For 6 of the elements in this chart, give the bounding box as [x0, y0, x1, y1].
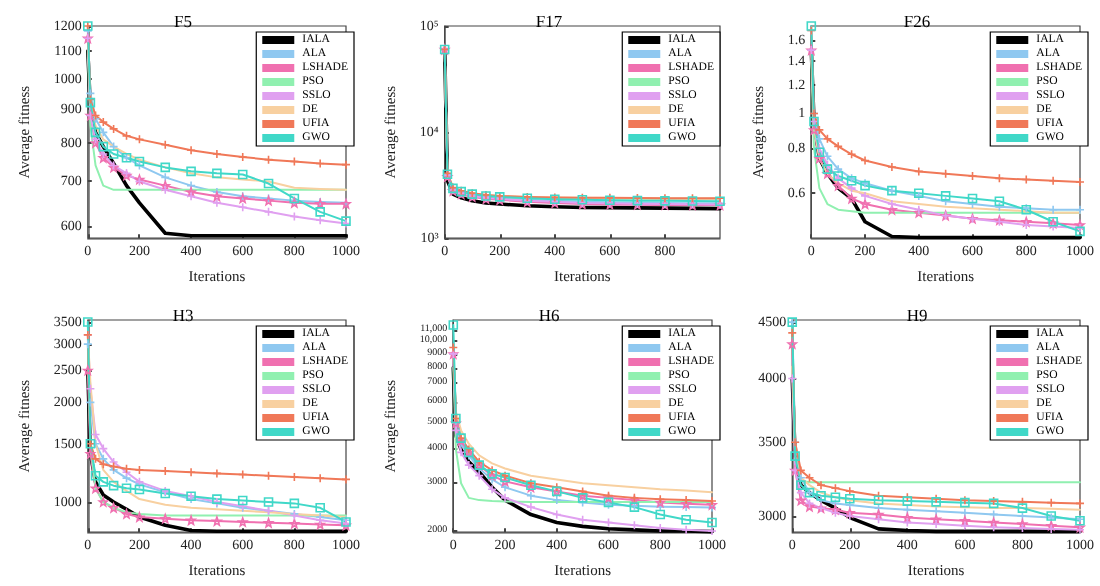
chart-title: H9	[905, 304, 927, 324]
chart-title: F5	[174, 11, 192, 31]
chart-title: F17	[536, 11, 563, 31]
chart-title: H6	[539, 304, 561, 324]
chart-title: H3	[172, 304, 194, 324]
chart-title: F26	[903, 11, 930, 31]
